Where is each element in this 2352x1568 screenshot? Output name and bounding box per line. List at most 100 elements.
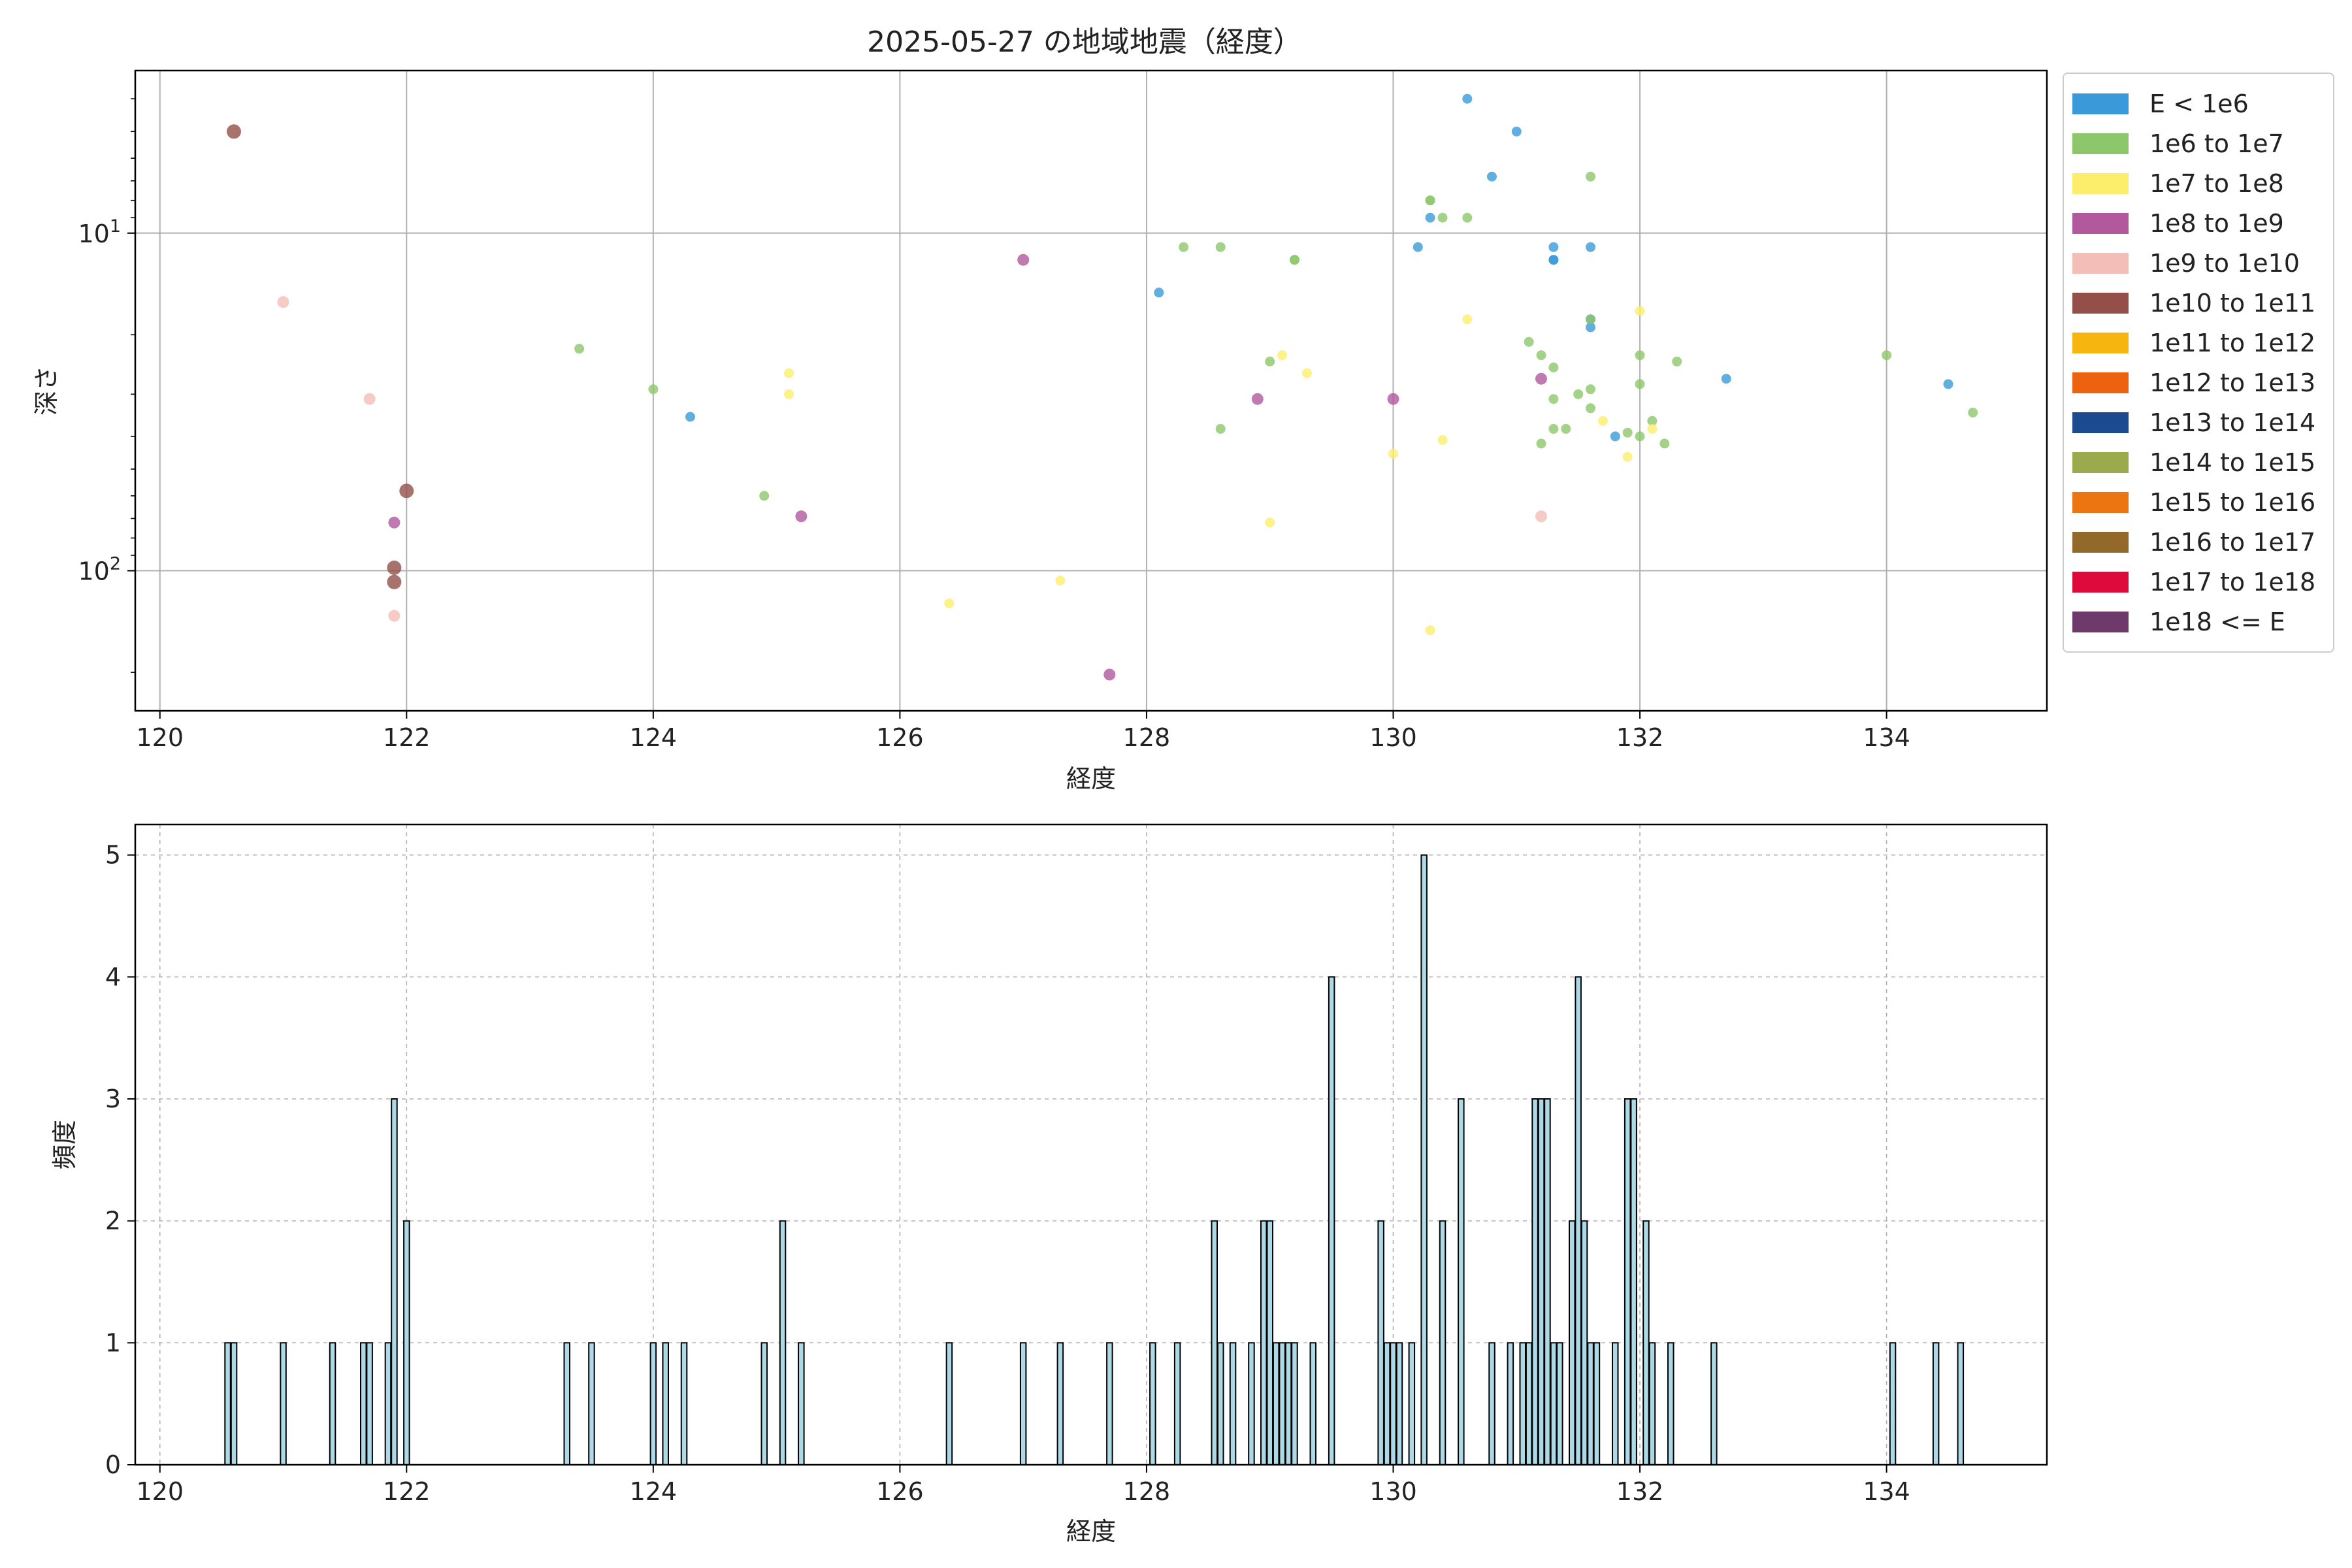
histogram-bar	[563, 1342, 570, 1466]
legend-label: 1e18 <= E	[2149, 608, 2285, 636]
histogram-x-tick-label: 132	[1616, 1477, 1664, 1506]
histogram-bar	[662, 1342, 669, 1466]
scatter-point	[1622, 451, 1633, 462]
scatter-point	[388, 610, 400, 622]
scatter-point	[1622, 427, 1633, 438]
scatter-point	[1586, 403, 1595, 414]
scatter-point	[759, 491, 770, 501]
histogram-bar	[1279, 1342, 1286, 1466]
scatter-point	[1277, 350, 1288, 361]
histogram-bar	[1458, 1098, 1465, 1465]
histogram-bar	[384, 1342, 392, 1466]
histogram-bar	[1260, 1220, 1267, 1465]
scatter-point	[399, 483, 414, 498]
scatter-point	[1103, 668, 1116, 681]
histogram-bar	[391, 1098, 398, 1465]
scatter-point	[1635, 350, 1645, 361]
scatter-point	[944, 598, 955, 609]
scatter-point	[1943, 379, 1953, 389]
scatter-point	[1635, 306, 1645, 316]
legend-label: 1e8 to 1e9	[2149, 209, 2284, 238]
scatter-point	[227, 124, 241, 139]
legend-swatch	[2072, 532, 2129, 553]
histogram-bar	[329, 1342, 336, 1466]
scatter-x-tick-label: 126	[876, 723, 924, 752]
histogram-bar	[1889, 1342, 1897, 1466]
histogram-bar	[1507, 1342, 1514, 1466]
scatter-x-ticks: 120 122 124 126 128 130 132 134	[136, 711, 1910, 752]
scatter-y-axis-label: 深さ	[32, 366, 61, 416]
scatter-point	[1215, 423, 1226, 434]
legend-swatch	[2072, 293, 2129, 314]
scatter-point	[784, 368, 794, 378]
legend-label: 1e14 to 1e15	[2149, 448, 2315, 477]
scatter-point	[1548, 423, 1559, 434]
scatter-point	[277, 296, 289, 308]
histogram-bar	[1149, 1342, 1156, 1466]
scatter-point	[1535, 510, 1547, 523]
scatter-point	[1721, 374, 1731, 384]
histogram-bar	[360, 1342, 367, 1466]
histogram-bar	[1587, 1342, 1594, 1466]
histogram-x-tick-label: 124	[630, 1477, 678, 1506]
scatter-point	[1265, 517, 1275, 528]
scatter-title: 2025-05-27 の地域地震（経度）	[867, 25, 1302, 59]
scatter-point	[1425, 212, 1435, 223]
legend-swatch	[2072, 412, 2129, 433]
histogram-bar	[280, 1342, 287, 1466]
scatter-point	[1647, 416, 1658, 426]
scatter-point	[1635, 431, 1645, 442]
scatter-point	[1462, 93, 1473, 104]
scatter-grid	[135, 71, 2047, 711]
histogram-bar	[1266, 1220, 1273, 1465]
legend-label: 1e16 to 1e17	[2149, 528, 2315, 557]
scatter-point	[1586, 384, 1595, 395]
histogram-bar	[1377, 1220, 1384, 1465]
histogram-bar	[1408, 1342, 1416, 1466]
scatter-x-axis-label: 経度	[1066, 764, 1116, 793]
scatter-point	[1179, 242, 1189, 252]
histogram-bar	[1272, 1342, 1280, 1466]
histogram-bar	[1556, 1342, 1563, 1466]
scatter-point	[1548, 255, 1559, 265]
scatter-point	[1597, 416, 1608, 426]
legend-label: 1e9 to 1e10	[2149, 249, 2300, 278]
scatter-plot-frame	[134, 69, 2048, 712]
histogram-x-tick-label: 126	[876, 1477, 924, 1506]
histogram-bar	[798, 1342, 805, 1466]
histogram-bar	[779, 1220, 787, 1465]
scatter-x-tick-label: 132	[1616, 723, 1664, 752]
histogram-bar	[1580, 1220, 1588, 1465]
legend-label: E < 1e6	[2149, 90, 2249, 118]
histogram-bar	[680, 1342, 688, 1466]
histogram-bar	[1390, 1342, 1397, 1466]
histogram-bar	[1957, 1342, 1965, 1466]
histogram-y-axis-label: 頻度	[50, 1120, 79, 1169]
scatter-point	[1462, 212, 1473, 223]
histogram-bar	[230, 1342, 238, 1466]
histogram-bar	[1642, 1220, 1650, 1465]
legend-label: 1e13 to 1e14	[2149, 408, 2315, 437]
scatter-point	[574, 344, 585, 354]
scatter-point	[1462, 314, 1473, 325]
histogram-bar	[1291, 1342, 1298, 1466]
scatter-point	[1251, 393, 1264, 405]
scatter-point	[1387, 393, 1399, 405]
histogram-bar	[1211, 1220, 1218, 1465]
scatter-point	[1290, 255, 1299, 265]
histogram-bar	[1667, 1342, 1674, 1466]
scatter-point	[1536, 350, 1546, 361]
scatter-point	[685, 412, 695, 422]
legend-swatch	[2072, 213, 2129, 234]
legend-label: 1e10 to 1e11	[2149, 289, 2315, 318]
histogram-x-tick-label: 130	[1369, 1477, 1417, 1506]
scatter-x-tick-label: 128	[1123, 723, 1171, 752]
histogram-y-tick-label: 5	[105, 841, 121, 870]
legend-swatch	[2072, 173, 2129, 194]
legend: E < 1e6 1e6 to 1e7 1e7 to 1e8 1e8 to 1e9 1e9…	[2063, 73, 2334, 653]
histogram-bar	[1019, 1342, 1027, 1466]
histogram-bar	[1519, 1342, 1526, 1466]
histogram-bar	[1630, 1098, 1637, 1465]
scatter-point	[1635, 379, 1645, 389]
